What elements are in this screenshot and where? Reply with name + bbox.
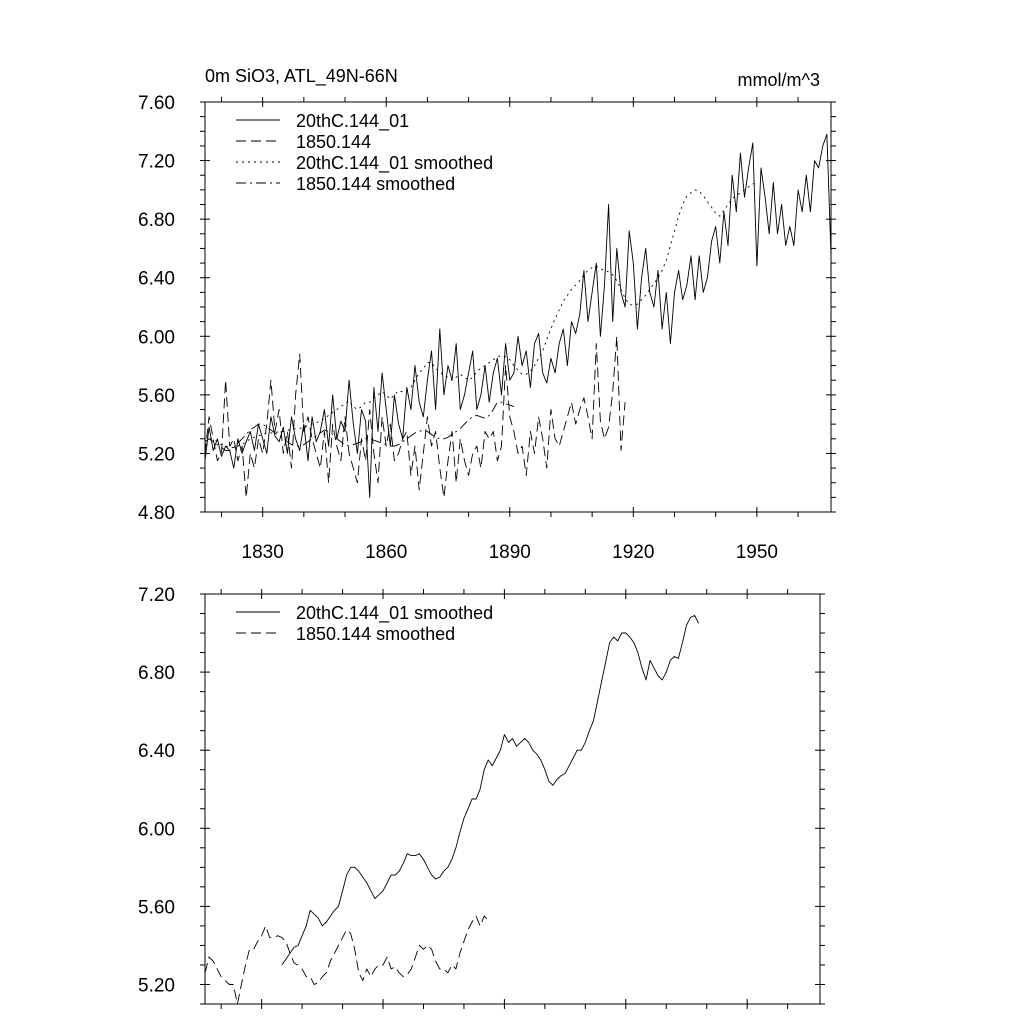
top-legend-label: 1850.144 [296, 132, 371, 152]
top-ytick-label: 6.40 [138, 269, 175, 290]
bottom-plot-frame [204, 593, 821, 1005]
top-xtick-label: 1890 [489, 542, 531, 563]
bottom-ytick-label: 6.40 [138, 741, 175, 762]
top-ytick-label: 7.60 [138, 93, 175, 114]
top-chart-title: 0m SiO3, ATL_49N-66N [205, 66, 398, 87]
top-legend-label: 20thC.144_01 smoothed [296, 153, 493, 174]
top-xtick-label: 1860 [365, 542, 407, 563]
bottom-ytick-label: 6.00 [138, 819, 175, 840]
top-xtick-label: 1920 [612, 542, 654, 563]
top-series-1850-144-smoothed [204, 401, 515, 451]
bottom-axis-ticks: 5.20 5.60 6.00 6.40 6.80 7.20 [138, 585, 825, 1009]
top-ytick-label: 5.20 [138, 444, 175, 465]
top-ytick-label: 6.00 [138, 327, 175, 348]
top-series-group [204, 133, 832, 498]
bottom-ytick-label: 7.20 [138, 585, 175, 606]
bottom-ytick-label: 5.20 [138, 975, 175, 996]
top-ytick-label: 7.20 [138, 152, 175, 173]
top-chart-units: mmol/m^3 [738, 70, 820, 90]
bottom-series-20thc-144-01-smoothed [281, 615, 700, 966]
bottom-panel: 5.20 5.60 6.00 6.40 6.80 7.20 20thC.144_01 sm… [138, 585, 825, 1009]
bottom-ytick-label: 5.60 [138, 897, 175, 918]
top-series-20thc-144-01-smoothed [204, 182, 758, 449]
top-series-1850-144 [204, 335, 626, 498]
bottom-ytick-label: 6.80 [138, 663, 175, 684]
bottom-legend-label: 1850.144 smoothed [296, 624, 455, 644]
top-ytick-label: 6.80 [138, 210, 175, 231]
top-legend-label: 1850.144 smoothed [296, 174, 455, 194]
top-ytick-label: 5.60 [138, 386, 175, 407]
bottom-series-group [204, 615, 700, 1005]
top-xtick-label: 1830 [242, 542, 284, 563]
top-panel: 0m SiO3, ATL_49N-66N mmol/m^3 4.80 5.20 5.… [138, 66, 836, 563]
bottom-series-1850-144-smoothed [204, 915, 489, 1005]
top-series-20thc-144-01 [204, 133, 832, 498]
top-axis-ticks: 4.80 5.20 5.60 6.00 6.40 6.80 7.20 7.60 1830 1860… [138, 93, 836, 563]
bottom-legend-label: 20thC.144_01 smoothed [296, 603, 493, 624]
top-ytick-label: 4.80 [138, 503, 175, 524]
top-xtick-label: 1950 [736, 542, 778, 563]
top-legend-label: 20thC.144_01 [296, 111, 409, 132]
